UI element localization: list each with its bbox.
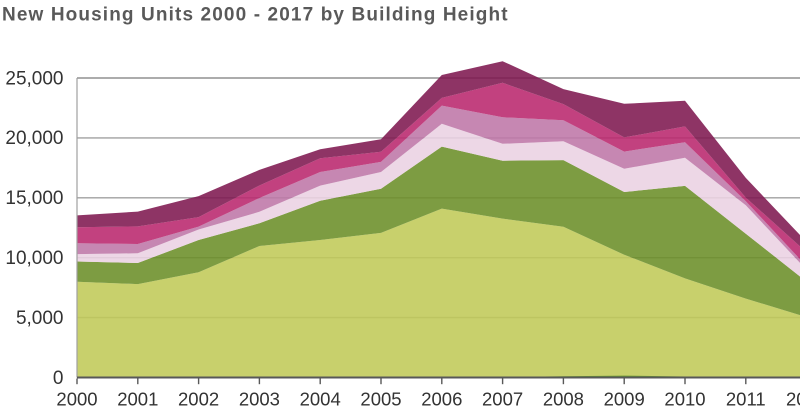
- svg-text:New Housing Units 2000 - 2017: New Housing Units 2000 - 2017 by Buildin…: [2, 4, 509, 25]
- svg-text:2004: 2004: [300, 388, 341, 409]
- svg-text:2008: 2008: [543, 388, 584, 409]
- svg-text:15,000: 15,000: [5, 188, 63, 209]
- svg-text:20,000: 20,000: [5, 128, 63, 149]
- svg-text:2001: 2001: [117, 388, 158, 409]
- svg-text:2006: 2006: [421, 388, 462, 409]
- svg-text:2009: 2009: [604, 388, 645, 409]
- svg-text:2003: 2003: [239, 388, 280, 409]
- svg-text:2005: 2005: [360, 388, 401, 409]
- svg-text:5,000: 5,000: [16, 308, 64, 329]
- svg-text:2010: 2010: [664, 388, 705, 409]
- svg-text:2011: 2011: [726, 388, 766, 409]
- svg-text:10,000: 10,000: [5, 248, 63, 269]
- svg-text:0: 0: [53, 368, 64, 389]
- svg-text:25,000: 25,000: [5, 68, 63, 89]
- svg-text:2002: 2002: [178, 388, 219, 409]
- svg-text:2007: 2007: [482, 388, 523, 409]
- svg-text:2000: 2000: [56, 388, 97, 409]
- svg-text:2012: 2012: [786, 388, 800, 409]
